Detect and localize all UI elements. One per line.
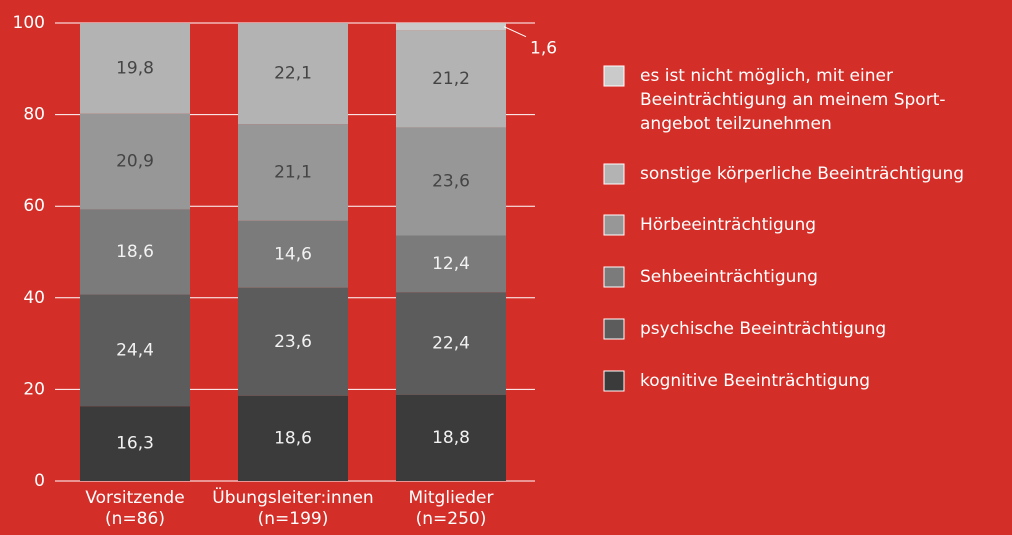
value-label: 19,8: [116, 58, 154, 78]
bar-segment: [396, 127, 506, 236]
legend-swatch: [603, 370, 625, 392]
x-tick-label: Vorsitzende: [85, 488, 184, 508]
value-label: 22,4: [432, 334, 470, 354]
value-label: 1,6: [530, 39, 557, 59]
legend-label: Beeinträchtigung an meinem Sport-: [640, 90, 946, 110]
value-label: 18,8: [432, 428, 470, 448]
value-label: 14,6: [274, 244, 312, 264]
value-label: 22,1: [274, 64, 312, 84]
bar-segment: [80, 113, 190, 210]
bar-segment: [238, 287, 348, 396]
bar-segment: [238, 124, 348, 221]
y-tick-label: 40: [23, 288, 45, 308]
bar-segment: [396, 292, 506, 395]
value-label: 24,4: [116, 340, 154, 360]
x-tick-label: Übungsleiter:innen: [212, 486, 373, 508]
legend-swatch: [603, 266, 625, 288]
bar-segment: [80, 406, 190, 481]
bar-segment: [238, 220, 348, 288]
bar-segment: [396, 23, 506, 31]
value-label: 23,6: [274, 332, 312, 352]
bar-segment: [396, 30, 506, 128]
leader-line: [503, 26, 527, 38]
y-tick-label: 100: [13, 13, 45, 33]
bar-segment: [396, 394, 506, 481]
y-tick-label: 60: [23, 196, 45, 216]
legend-swatch: [603, 163, 625, 185]
legend-swatch: [603, 214, 625, 236]
legend-label: Sehbeeinträchtigung: [640, 267, 818, 287]
value-label: 16,3: [116, 434, 154, 454]
value-label: 12,4: [432, 254, 470, 274]
bar-segment: [80, 23, 190, 114]
legend-label: es ist nicht möglich, mit einer: [640, 66, 893, 86]
x-tick-label: (n=199): [258, 509, 329, 529]
bar-segment: [80, 209, 190, 295]
bar-segment: [238, 23, 348, 125]
value-label: 20,9: [116, 152, 154, 172]
legend-swatch: [603, 65, 625, 87]
x-tick-label: (n=86): [105, 509, 165, 529]
value-label: 18,6: [274, 428, 312, 448]
value-label: 18,6: [116, 242, 154, 262]
legend-label: sonstige körperliche Beeinträchtigung: [640, 164, 964, 184]
bar-segment: [396, 235, 506, 293]
bar-segment: [80, 294, 190, 407]
value-label: 21,1: [274, 163, 312, 183]
legend-label: psychische Beeinträchtigung: [640, 319, 886, 339]
y-tick-label: 80: [23, 105, 45, 125]
x-tick-label: (n=250): [416, 509, 487, 529]
value-label: 23,6: [432, 171, 470, 191]
legend-label: kognitive Beeinträchtigung: [640, 371, 870, 391]
legend-label: Hörbeeinträchtigung: [640, 215, 816, 235]
x-tick-label: Mitglieder: [409, 488, 494, 508]
value-label: 21,2: [432, 69, 470, 89]
legend-label: angebot teilzunehmen: [640, 114, 832, 134]
bar-segment: [238, 395, 348, 481]
y-tick-label: 20: [23, 379, 45, 399]
legend-swatch: [603, 318, 625, 340]
y-tick-label: 0: [34, 471, 45, 491]
